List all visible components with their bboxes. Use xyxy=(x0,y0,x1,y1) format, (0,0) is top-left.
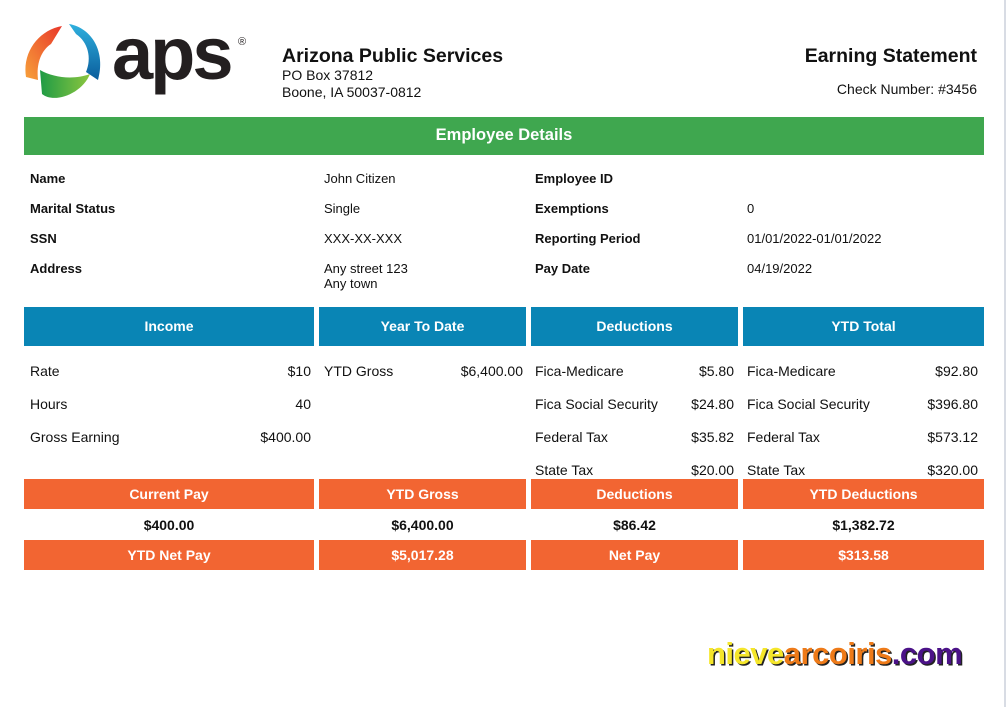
value-reporting-period: 01/01/2022-01/01/2022 xyxy=(747,231,882,246)
aps-swirl-icon xyxy=(25,24,101,98)
document-title: Earning Statement xyxy=(804,45,977,67)
label-marital-status: Marital Status xyxy=(30,201,116,216)
ytd-social-security-label: Fica Social Security xyxy=(747,396,870,412)
label-exemptions: Exemptions xyxy=(535,201,609,216)
value-exemptions: 0 xyxy=(747,201,755,216)
ytd-net-pay-value: $5,017.28 xyxy=(319,540,526,570)
deduction-federal-tax-label: Federal Tax xyxy=(535,429,608,445)
company-address-line1: PO Box 37812 xyxy=(282,67,374,83)
company-address-line2: Boone, IA 50037-0812 xyxy=(282,84,422,100)
value-name: John Citizen xyxy=(324,171,396,186)
deduction-social-security-value: $24.80 xyxy=(691,396,734,412)
summary-deductions-header: Deductions xyxy=(531,479,738,509)
watermark-part2: arcoiris xyxy=(783,636,893,671)
value-marital-status: Single xyxy=(324,201,361,216)
ytd-deductions-header: YTD Deductions xyxy=(743,479,984,509)
deduction-social-security-label: Fica Social Security xyxy=(535,396,658,412)
label-employee-id: Employee ID xyxy=(535,171,614,186)
ytd-federal-tax-label: Federal Tax xyxy=(747,429,820,445)
deduction-medicare-label: Fica-Medicare xyxy=(535,363,624,379)
aps-logo: aps ® xyxy=(24,14,254,102)
ytd-gross-total-value: $6,400.00 xyxy=(391,517,454,533)
ytd-gross-header: YTD Gross xyxy=(319,479,526,509)
watermark: nievearcoiris.com xyxy=(707,636,963,672)
company-info: Arizona Public Services PO Box 37812 Boo… xyxy=(282,45,503,101)
current-pay-value: $400.00 xyxy=(143,517,195,533)
watermark-part3: .com xyxy=(891,636,963,671)
year-to-date-header: Year To Date xyxy=(319,307,526,346)
value-address-line1: Any street 123 xyxy=(324,261,408,276)
statement-info: Earning Statement Check Number: #3456 xyxy=(805,45,977,97)
ytd-medicare-label: Fica-Medicare xyxy=(747,363,836,379)
ytd-total-header: YTD Total xyxy=(743,307,984,346)
income-gross-label: Gross Earning xyxy=(30,429,120,445)
ytd-gross-label: YTD Gross xyxy=(324,363,394,379)
label-ssn: SSN xyxy=(30,231,57,246)
check-number: Check Number: #3456 xyxy=(836,81,977,97)
income-hours-value: 40 xyxy=(295,396,311,412)
income-header: Income xyxy=(24,307,314,346)
deduction-state-tax-value: $20.00 xyxy=(691,462,734,478)
value-address-line2: Any town xyxy=(324,276,378,291)
ytd-net-pay-label: YTD Net Pay xyxy=(24,540,314,570)
label-reporting-period: Reporting Period xyxy=(535,231,641,246)
label-pay-date: Pay Date xyxy=(535,261,590,276)
value-ssn: XXX-XX-XXX xyxy=(324,231,403,246)
ytd-medicare-value: $92.80 xyxy=(935,363,978,379)
watermark-part1: nieve xyxy=(707,636,784,671)
deduction-state-tax-label: State Tax xyxy=(535,462,594,478)
label-name: Name xyxy=(30,171,66,186)
deductions-header: Deductions xyxy=(531,307,738,346)
deduction-medicare-value: $5.80 xyxy=(698,363,734,379)
ytd-deductions-value: $1,382.72 xyxy=(832,517,895,533)
income-hours-label: Hours xyxy=(30,396,68,412)
ytd-state-tax-label: State Tax xyxy=(747,462,806,478)
value-pay-date: 04/19/2022 xyxy=(747,261,813,276)
aps-wordmark: aps xyxy=(112,12,234,95)
net-pay-label: Net Pay xyxy=(531,540,738,570)
deductions-total-value: $86.42 xyxy=(613,517,656,533)
page-edge xyxy=(1004,0,1006,707)
ytd-gross-value: $6,400.00 xyxy=(460,363,523,379)
deduction-federal-tax-value: $35.82 xyxy=(691,429,734,445)
ytd-social-security-value: $396.80 xyxy=(927,396,978,412)
ytd-federal-tax-value: $573.12 xyxy=(927,429,978,445)
registered-mark: ® xyxy=(238,36,247,48)
company-name: Arizona Public Services xyxy=(282,45,504,67)
income-rate-label: Rate xyxy=(30,363,60,379)
income-rate-value: $10 xyxy=(287,363,311,379)
income-gross-value: $400.00 xyxy=(260,429,311,445)
ytd-state-tax-value: $320.00 xyxy=(927,462,978,478)
net-pay-value: $313.58 xyxy=(743,540,984,570)
current-pay-header: Current Pay xyxy=(24,479,314,509)
label-address: Address xyxy=(30,261,83,276)
employee-details-header: Employee Details xyxy=(24,117,984,155)
